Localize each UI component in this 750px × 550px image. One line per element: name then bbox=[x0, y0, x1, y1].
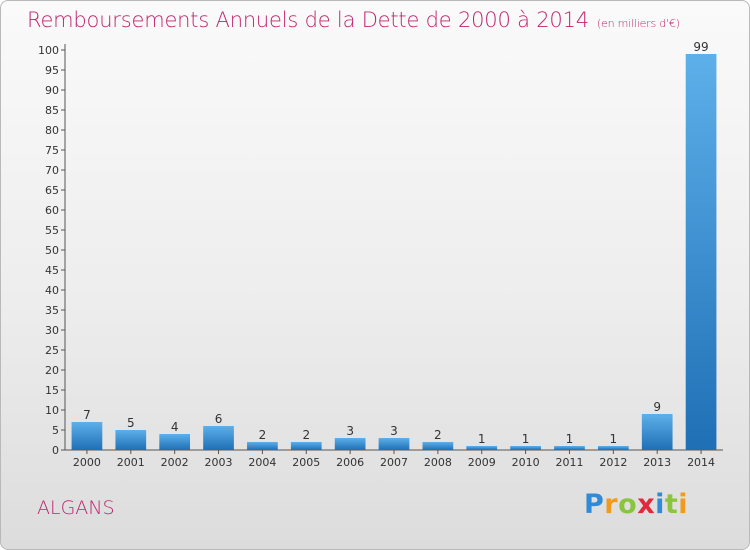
y-tick-label: 35 bbox=[45, 304, 59, 317]
bar bbox=[378, 438, 410, 450]
x-tick-label: 2002 bbox=[161, 456, 189, 469]
x-tick-label: 2001 bbox=[117, 456, 145, 469]
data-label: 2 bbox=[434, 428, 442, 442]
x-tick-label: 2011 bbox=[555, 456, 583, 469]
y-tick-label: 20 bbox=[45, 364, 59, 377]
y-tick-label: 60 bbox=[45, 204, 59, 217]
x-tick-label: 2009 bbox=[468, 456, 496, 469]
bar bbox=[597, 446, 629, 450]
x-tick-label: 2014 bbox=[687, 456, 715, 469]
bar bbox=[159, 434, 191, 450]
bar bbox=[422, 442, 454, 450]
x-tick-label: 2012 bbox=[599, 456, 627, 469]
bar bbox=[115, 430, 147, 450]
bar bbox=[247, 442, 278, 450]
chart-title: Remboursements Annuels de la Dette de 20… bbox=[27, 8, 680, 32]
data-label: 3 bbox=[346, 424, 354, 438]
x-tick-label: 2004 bbox=[248, 456, 276, 469]
y-tick-label: 30 bbox=[45, 324, 59, 337]
x-tick-label: 2008 bbox=[424, 456, 452, 469]
y-tick-label: 10 bbox=[45, 404, 59, 417]
y-tick-label: 100 bbox=[38, 44, 59, 57]
data-label: 1 bbox=[610, 432, 618, 446]
bar bbox=[334, 438, 366, 450]
y-tick-label: 75 bbox=[45, 144, 59, 157]
data-label: 6 bbox=[215, 412, 223, 426]
x-tick-label: 2010 bbox=[512, 456, 540, 469]
chart-title-text: Remboursements Annuels de la Dette de 20… bbox=[27, 8, 589, 32]
bar bbox=[685, 54, 717, 450]
bar bbox=[466, 446, 498, 450]
y-tick-label: 45 bbox=[45, 264, 59, 277]
data-label: 3 bbox=[390, 424, 398, 438]
y-tick-label: 90 bbox=[45, 84, 59, 97]
data-label: 4 bbox=[171, 420, 179, 434]
y-tick-label: 95 bbox=[45, 64, 59, 77]
data-label: 1 bbox=[522, 432, 530, 446]
y-tick-label: 55 bbox=[45, 224, 59, 237]
bar bbox=[290, 442, 322, 450]
x-tick-label: 2005 bbox=[292, 456, 320, 469]
x-tick-label: 2013 bbox=[643, 456, 671, 469]
data-label: 2 bbox=[302, 428, 310, 442]
proxiti-logo: Proxiti bbox=[584, 489, 689, 520]
y-tick-label: 50 bbox=[45, 244, 59, 257]
data-label: 1 bbox=[566, 432, 574, 446]
data-label: 1 bbox=[478, 432, 486, 446]
y-tick-label: 80 bbox=[45, 124, 59, 137]
data-label: 5 bbox=[127, 416, 135, 430]
y-tick-label: 85 bbox=[45, 104, 59, 117]
bar bbox=[510, 446, 541, 450]
bar bbox=[641, 414, 673, 450]
x-tick-label: 2000 bbox=[73, 456, 101, 469]
y-tick-label: 25 bbox=[45, 344, 59, 357]
y-tick-label: 0 bbox=[52, 444, 59, 457]
y-tick-label: 40 bbox=[45, 284, 59, 297]
y-tick-label: 70 bbox=[45, 164, 59, 177]
data-label: 7 bbox=[83, 408, 91, 422]
town-name: ALGANS bbox=[37, 497, 115, 519]
chart-unit: (en milliers d'€) bbox=[596, 17, 680, 30]
x-tick-label: 2003 bbox=[205, 456, 233, 469]
data-label: 99 bbox=[693, 40, 708, 54]
bar bbox=[71, 422, 103, 450]
x-tick-label: 2006 bbox=[336, 456, 364, 469]
bar bbox=[203, 426, 234, 450]
data-label: 2 bbox=[259, 428, 267, 442]
y-tick-label: 15 bbox=[45, 384, 59, 397]
x-tick-label: 2007 bbox=[380, 456, 408, 469]
bar bbox=[554, 446, 585, 450]
y-tick-label: 65 bbox=[45, 184, 59, 197]
y-tick-label: 5 bbox=[52, 424, 59, 437]
data-label: 9 bbox=[653, 400, 661, 414]
